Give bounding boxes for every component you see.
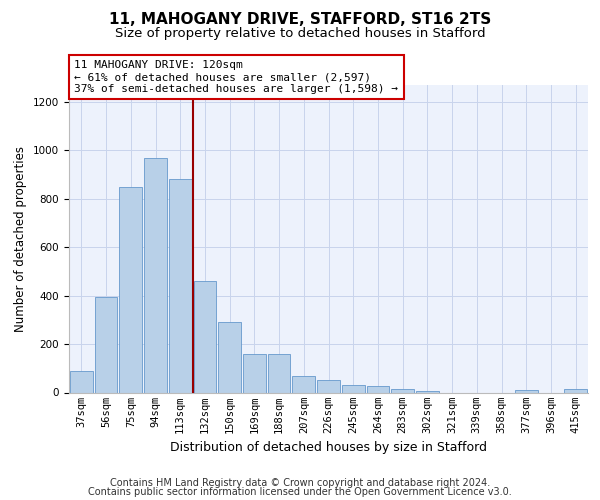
Text: 11, MAHOGANY DRIVE, STAFFORD, ST16 2TS: 11, MAHOGANY DRIVE, STAFFORD, ST16 2TS (109, 12, 491, 28)
Y-axis label: Number of detached properties: Number of detached properties (14, 146, 28, 332)
Text: Contains public sector information licensed under the Open Government Licence v3: Contains public sector information licen… (88, 487, 512, 497)
X-axis label: Distribution of detached houses by size in Stafford: Distribution of detached houses by size … (170, 441, 487, 454)
Text: Size of property relative to detached houses in Stafford: Size of property relative to detached ho… (115, 28, 485, 40)
Bar (194, 281, 216, 392)
Bar (119, 186, 142, 392)
Bar (144, 158, 167, 392)
Bar (342, 385, 365, 392)
Bar (70, 370, 93, 392)
Text: 11 MAHOGANY DRIVE: 120sqm
← 61% of detached houses are smaller (2,597)
37% of se: 11 MAHOGANY DRIVE: 120sqm ← 61% of detac… (74, 60, 398, 94)
Bar (95, 297, 118, 392)
Bar (515, 390, 538, 392)
Bar (218, 322, 241, 392)
Bar (564, 390, 587, 392)
Bar (243, 354, 266, 393)
Bar (292, 376, 315, 392)
Bar (169, 180, 191, 392)
Bar (367, 386, 389, 392)
Bar (268, 354, 290, 393)
Text: Contains HM Land Registry data © Crown copyright and database right 2024.: Contains HM Land Registry data © Crown c… (110, 478, 490, 488)
Bar (391, 389, 414, 392)
Bar (317, 380, 340, 392)
